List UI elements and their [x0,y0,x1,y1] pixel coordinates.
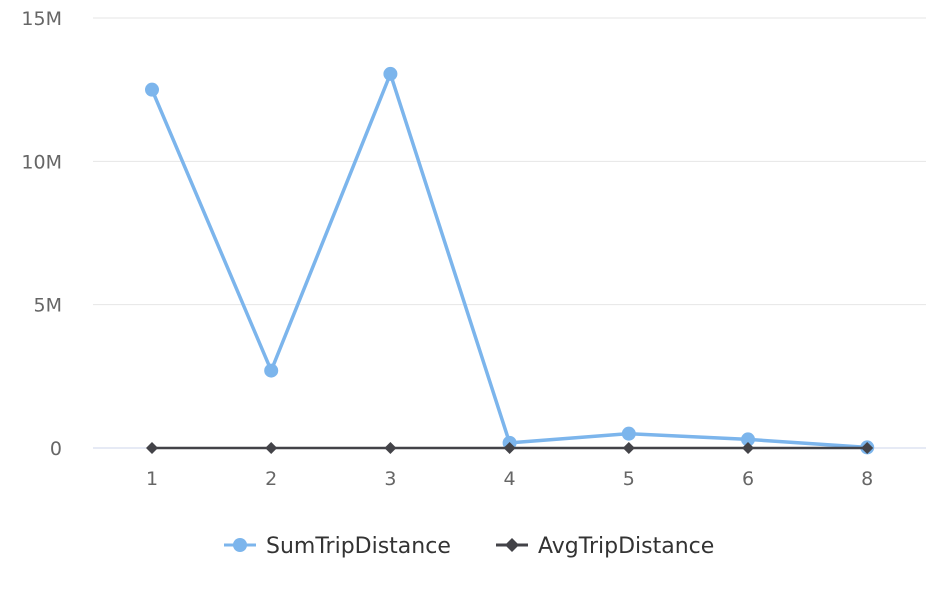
legend: SumTripDistance AvgTripDistance [224,534,714,559]
x-tick-label: 8 [861,468,873,490]
data-point[interactable] [264,363,279,378]
data-point[interactable] [861,441,874,454]
y-tick-label: 15M [21,8,62,30]
data-point[interactable] [742,441,754,454]
series-line [150,72,869,450]
series-lines [145,66,875,455]
y-tick-label: 0 [50,438,62,460]
legend-item[interactable]: AvgTripDistance [496,534,714,559]
legend-label: AvgTripDistance [538,534,714,559]
y-axis-labels: 0 5M 10M 15M [21,8,62,460]
data-point[interactable] [146,441,158,454]
x-tick-label: 4 [504,468,516,490]
legend-label: SumTripDistance [266,534,451,559]
y-tick-label: 5M [34,295,62,317]
data-point[interactable] [622,441,635,454]
legend-circle-symbol [233,538,247,552]
data-point[interactable] [383,66,398,81]
series-AvgTripDistance [146,441,874,454]
x-tick-label: 2 [265,468,277,490]
data-point[interactable] [621,426,636,441]
data-point[interactable] [503,441,516,454]
y-tick-label: 10M [21,151,62,173]
data-point[interactable] [265,441,278,454]
x-tick-label: 5 [623,468,635,490]
data-point[interactable] [741,432,755,447]
legend-diamond-symbol [505,538,519,552]
gridlines [93,17,926,306]
series-SumTripDistance [145,66,875,455]
x-tick-label: 3 [384,468,396,490]
data-point[interactable] [384,441,397,454]
legend-item[interactable]: SumTripDistance [224,534,451,559]
data-point[interactable] [145,82,159,97]
x-tick-label: 6 [742,468,754,490]
x-axis: 1 2 3 4 5 6 8 [93,447,926,490]
x-tick-label: 1 [146,468,158,490]
